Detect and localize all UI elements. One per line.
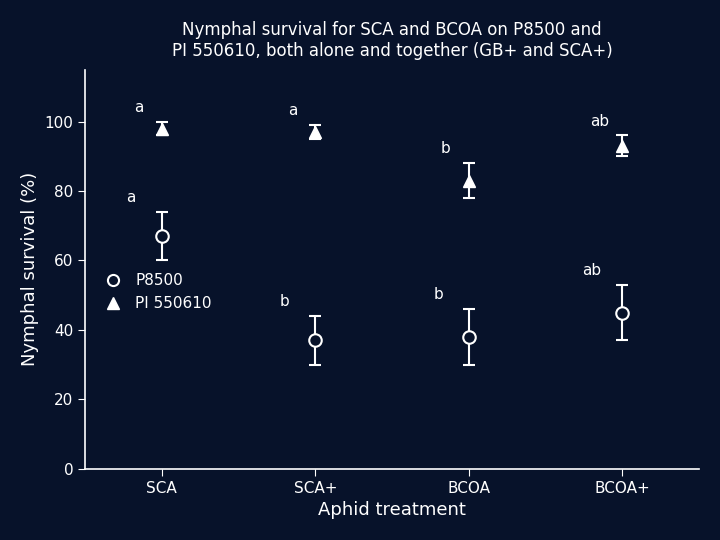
Text: b: b (441, 141, 451, 156)
Text: b: b (280, 294, 289, 309)
Y-axis label: Nymphal survival (%): Nymphal survival (%) (21, 172, 39, 366)
Text: b: b (433, 287, 443, 302)
Text: a: a (134, 100, 143, 114)
Title: Nymphal survival for SCA and BCOA on P8500 and
PI 550610, both alone and togethe: Nymphal survival for SCA and BCOA on P85… (172, 21, 613, 59)
Text: a: a (127, 190, 136, 205)
Text: a: a (287, 103, 297, 118)
Text: ab: ab (590, 113, 609, 129)
X-axis label: Aphid treatment: Aphid treatment (318, 501, 466, 519)
Legend: P8500, PI 550610: P8500, PI 550610 (93, 269, 217, 315)
Text: ab: ab (582, 263, 601, 278)
